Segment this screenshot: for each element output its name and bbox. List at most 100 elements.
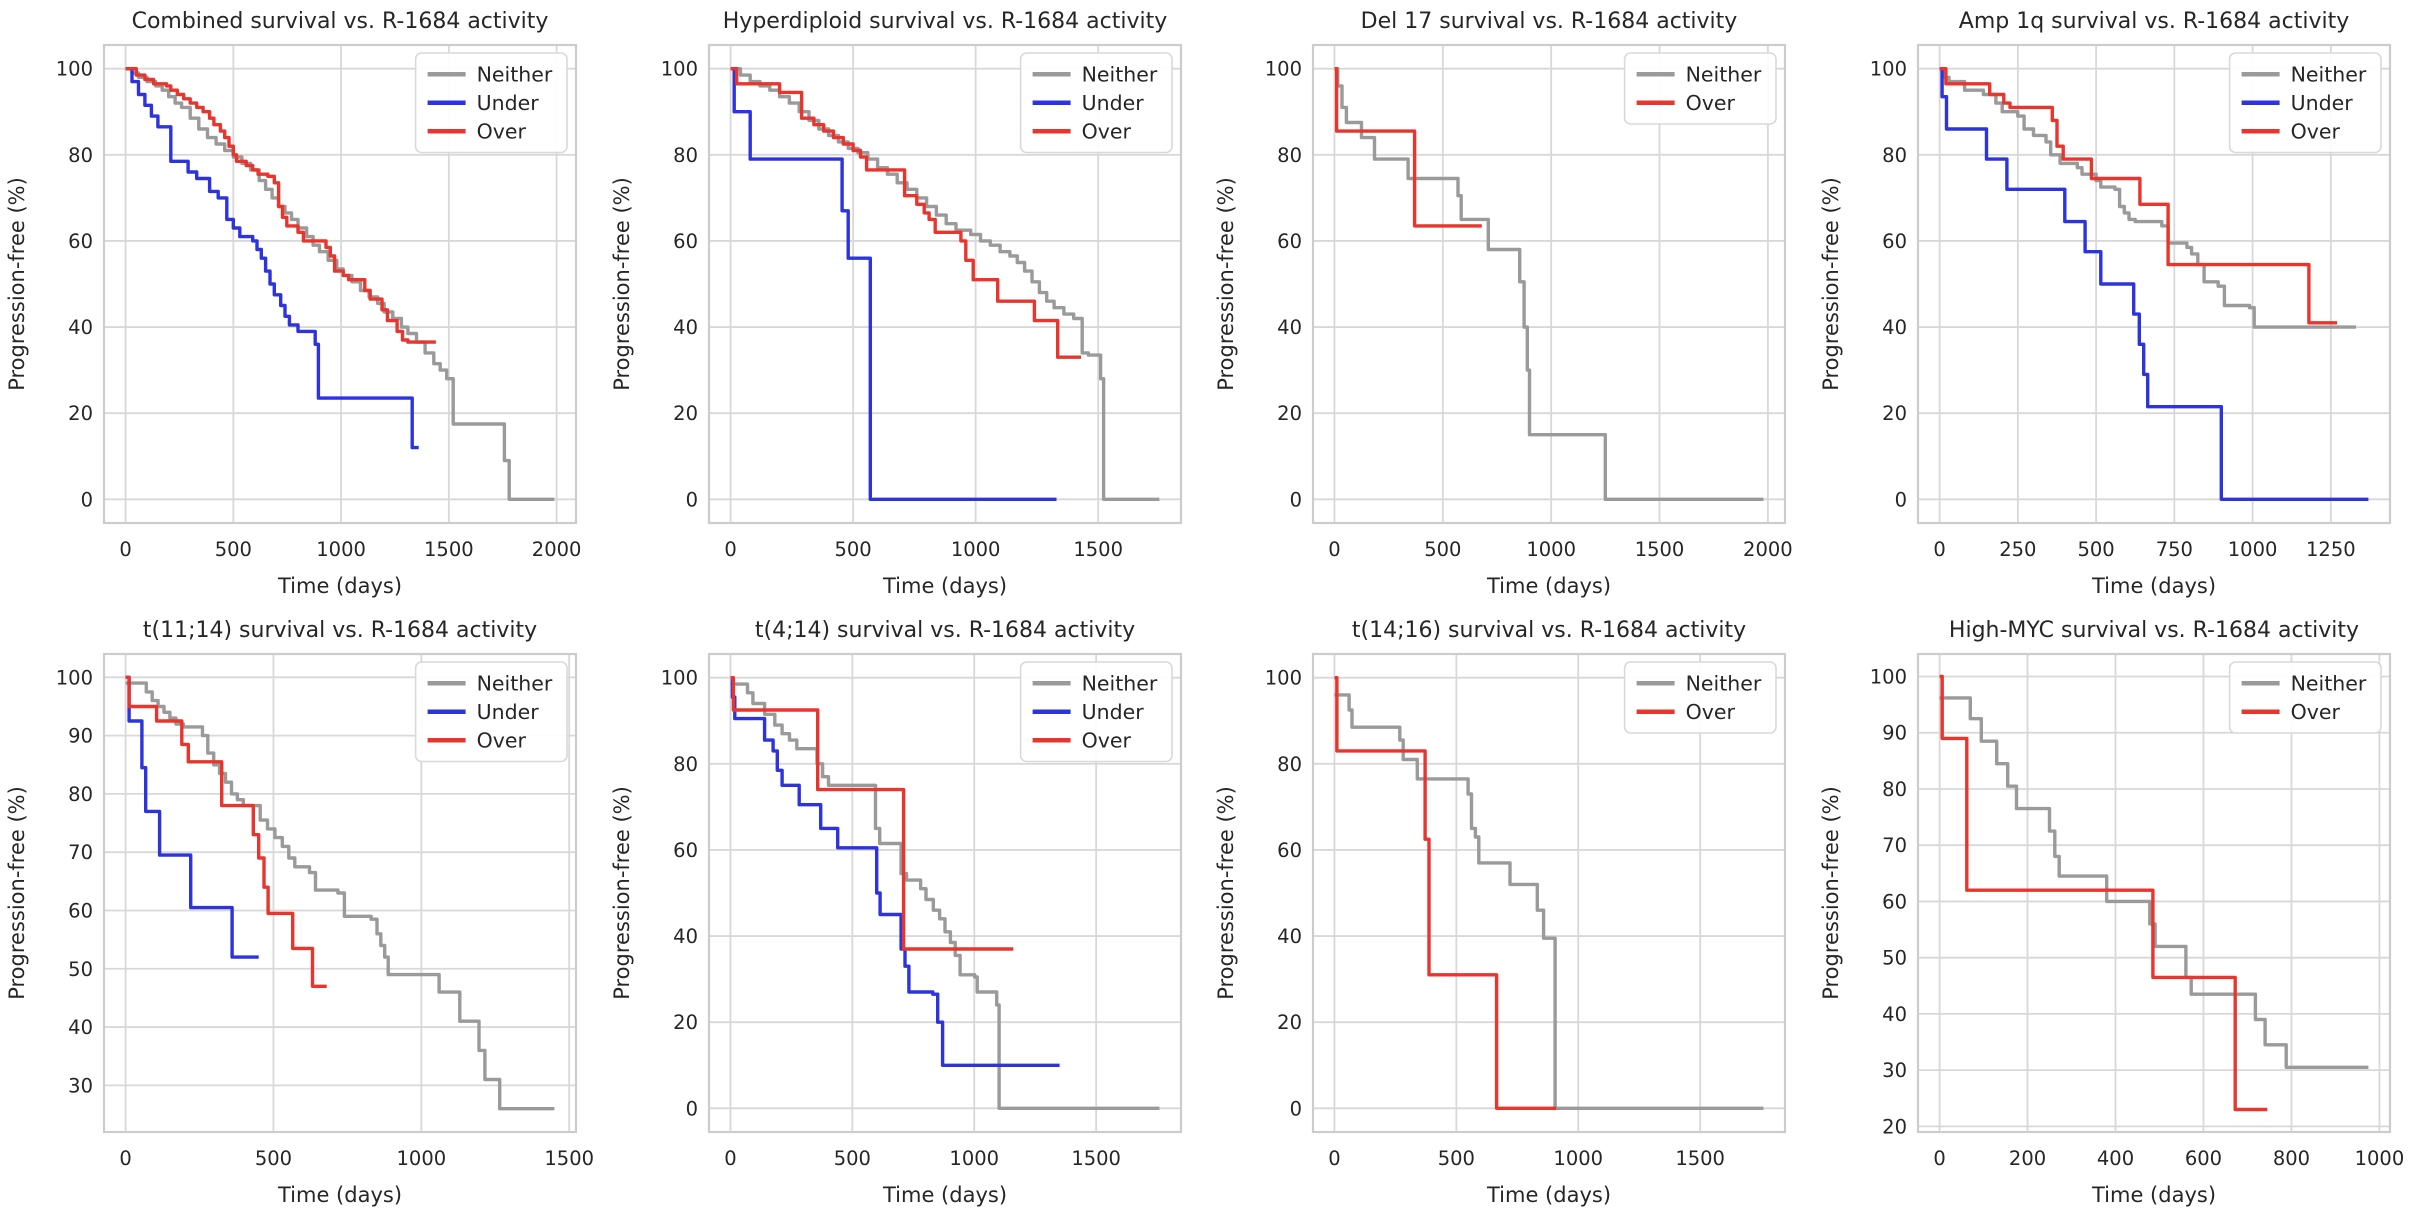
x-axis-label: Time (days) [881,574,1006,598]
series-line-over [1939,674,2267,1112]
series-line-over [125,67,436,344]
x-tick-label: 500 [833,1147,870,1170]
chart-svg-hyperdiploid: 0 500 1000 1500 0 20 40 60 80 100 Time (days) Progr… [610,9,1182,598]
x-tick-label: 500 [1438,1147,1475,1170]
legend-label-over: Over [1686,700,1736,724]
legend: Neither Under Over [414,661,568,763]
legend-label-under: Under [1081,91,1144,115]
x-axis-label: Time (days) [1486,574,1611,598]
legend-label-neither: Neither [2290,671,2366,695]
y-tick-label: 30 [1882,1059,1907,1082]
legend-entry-under: Under [427,700,540,724]
series-line-neither [125,681,555,1111]
y-axis-label: Progression-free (%) [5,786,29,1000]
tick-labels: 0 500 1000 1500 30 40 50 60 70 80 90 100 [56,666,594,1170]
series-line-under [125,67,419,450]
legend-label-neither: Neither [1081,62,1157,86]
legend-label-neither: Neither [477,62,553,86]
x-tick-label: 800 [2272,1147,2309,1170]
subplot-title: t(11;14) survival vs. R-1684 activity [143,618,537,643]
y-tick-label: 80 [1882,778,1907,801]
legend-entry-over: Over [1032,728,1131,752]
legend-label-under: Under [477,91,540,115]
chart-svg-t11-14: 0 500 1000 1500 30 40 50 60 70 80 90 100 Time (days)… [5,618,594,1207]
legend-entry-neither: Neither [1636,62,1762,86]
x-tick-label: 500 [834,538,871,561]
y-tick-label: 80 [673,753,698,776]
subplot-title: Del 17 survival vs. R-1684 activity [1361,9,1738,34]
y-tick-label: 100 [56,58,93,81]
chart-svg-t14-16: 0 500 1000 1500 0 20 40 60 80 100 Time (days) Progr… [1214,618,1787,1207]
legend-entry-neither: Neither [2241,62,2366,86]
legend-label-neither: Neither [1686,62,1762,86]
legend: Neither Over [1623,661,1777,734]
x-tick-label: 600 [2184,1147,2221,1170]
x-tick-label: 2000 [1743,538,1793,561]
tick-labels: 0 500 1000 1500 0 20 40 60 80 100 [1265,667,1725,1170]
x-tick-label: 1500 [544,1147,594,1170]
y-tick-label: 40 [1882,1003,1907,1026]
y-tick-label: 60 [1882,230,1907,253]
legend: Neither Under Over [1019,661,1173,763]
legend-label-under: Under [2290,91,2353,115]
x-tick-label: 1500 [1635,538,1685,561]
x-tick-label: 0 [724,1147,736,1170]
y-tick-label: 100 [660,58,697,81]
tick-labels: 0 500 1000 1500 0 20 40 60 80 100 [660,667,1120,1170]
legend-entry-neither: Neither [2241,671,2366,695]
legend-entry-over: Over [1636,700,1736,724]
chart-svg-combined: 0 500 1000 1500 2000 0 20 40 60 80 100 Time (days) P… [5,9,581,598]
y-tick-label: 100 [660,667,697,690]
y-tick-label: 60 [68,899,93,922]
y-axis-label: Progression-free (%) [610,177,634,391]
x-tick-label: 1000 [397,1147,447,1170]
y-tick-label: 20 [1882,1115,1907,1138]
series-line-neither [1939,696,2368,1069]
x-tick-label: 1500 [424,538,474,561]
chart-svg-del17: 0 500 1000 1500 2000 0 20 40 60 80 100 Time (days) P… [1214,9,1793,598]
grid [104,45,576,523]
axes-spines [102,43,578,525]
x-tick-label: 1000 [2354,1147,2404,1170]
subplot-t11-14: 0 500 1000 1500 30 40 50 60 70 80 90 100 Time (days)… [0,609,605,1218]
legend-label-over: Over [477,119,527,143]
legend-box [1623,661,1777,734]
x-tick-label: 1500 [1675,1147,1725,1170]
legend-label-under: Under [477,700,540,724]
series-line-over [1334,676,1557,1110]
y-tick-label: 60 [68,230,93,253]
y-tick-label: 100 [1869,58,1906,81]
subplot-title: Hyperdiploid survival vs. R-1684 activit… [722,9,1166,34]
x-tick-label: 1000 [1526,538,1576,561]
legend-entry-over: Over [427,119,527,143]
y-tick-label: 20 [1882,402,1907,425]
x-tick-label: 200 [2008,1147,2045,1170]
y-tick-label: 20 [68,402,93,425]
legend-label-over: Over [1081,119,1131,143]
legend-box [1019,661,1173,763]
x-tick-label: 0 [1933,538,1945,561]
y-tick-label: 70 [1882,834,1907,857]
series-line-under [1939,67,2368,501]
legend: Neither Under Over [414,52,568,154]
legend-entry-over: Over [427,728,526,752]
x-tick-label: 500 [2077,538,2114,561]
x-tick-label: 0 [724,538,736,561]
y-tick-label: 20 [673,402,698,425]
legend-label-neither: Neither [1081,671,1157,695]
y-tick-label: 90 [1882,722,1907,745]
legend-entry-neither: Neither [1032,62,1157,86]
y-tick-label: 20 [673,1011,698,1034]
axes-spines [707,43,1182,525]
legend-entry-neither: Neither [427,62,553,86]
series-line-over [730,67,1081,359]
legend-entry-neither: Neither [1032,671,1157,695]
legend-box [2228,661,2382,734]
series-line-under [730,676,1060,1067]
legend-entry-over: Over [2241,700,2340,724]
subplot-title: t(4;14) survival vs. R-1684 activity [754,618,1134,643]
x-axis-label: Time (days) [1486,1183,1611,1207]
tick-labels: 0 250 500 750 1000 1250 0 20 40 60 80 100 [1869,58,2355,561]
y-tick-label: 60 [673,839,698,862]
